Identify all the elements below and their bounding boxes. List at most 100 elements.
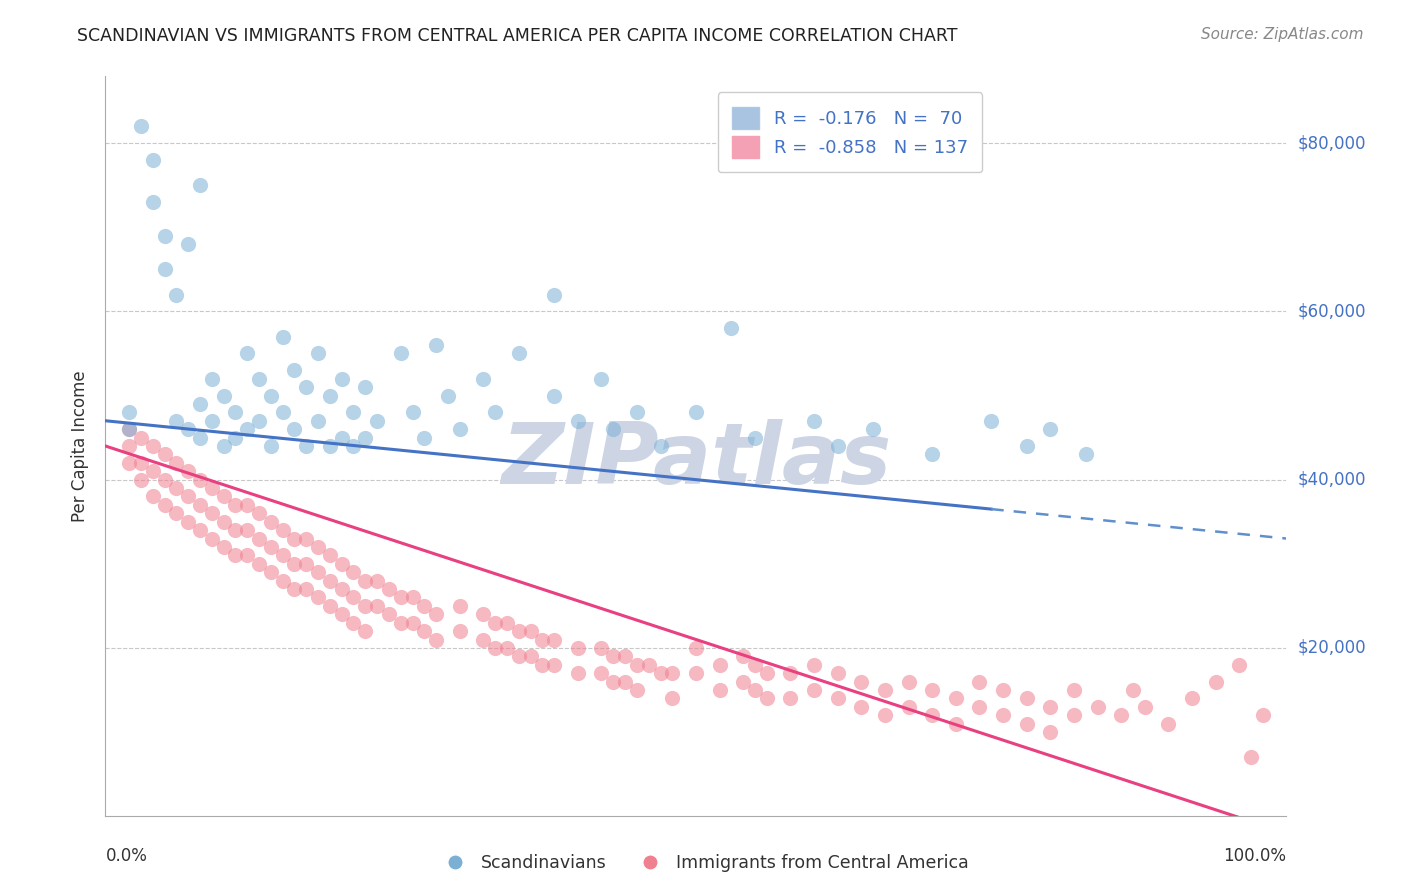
Point: [366, 414, 388, 428]
Point: [685, 640, 707, 655]
Point: [401, 615, 423, 630]
Point: [827, 691, 849, 706]
Point: [1074, 447, 1097, 461]
Point: [614, 674, 637, 689]
Point: [188, 498, 211, 512]
Point: [260, 515, 283, 529]
Point: [1063, 683, 1085, 698]
Point: [413, 624, 436, 639]
Point: [969, 699, 991, 714]
Point: [661, 666, 683, 681]
Point: [602, 649, 624, 664]
Point: [236, 549, 259, 563]
Point: [366, 599, 388, 613]
Point: [153, 262, 176, 277]
Point: [508, 649, 530, 664]
Point: [1087, 699, 1109, 714]
Point: [271, 574, 294, 588]
Point: [224, 431, 246, 445]
Point: [247, 414, 270, 428]
Point: [873, 683, 896, 698]
Point: [153, 447, 176, 461]
Point: [591, 372, 613, 386]
Point: [212, 540, 235, 554]
Point: [165, 506, 187, 520]
Point: [531, 657, 554, 672]
Point: [354, 599, 377, 613]
Point: [614, 649, 637, 664]
Point: [118, 422, 141, 436]
Point: [319, 599, 342, 613]
Point: [177, 490, 200, 504]
Point: [803, 414, 825, 428]
Point: [543, 657, 565, 672]
Text: $20,000: $20,000: [1298, 639, 1367, 657]
Point: [188, 523, 211, 537]
Point: [827, 666, 849, 681]
Point: [591, 666, 613, 681]
Point: [733, 649, 755, 664]
Point: [449, 624, 471, 639]
Point: [637, 657, 659, 672]
Point: [401, 591, 423, 605]
Point: [484, 405, 506, 419]
Point: [543, 632, 565, 647]
Point: [991, 683, 1014, 698]
Point: [330, 372, 353, 386]
Point: [508, 346, 530, 360]
Point: [118, 422, 141, 436]
Point: [389, 615, 412, 630]
Point: [1122, 683, 1144, 698]
Point: [873, 708, 896, 723]
Point: [851, 699, 873, 714]
Point: [733, 674, 755, 689]
Point: [1039, 699, 1062, 714]
Text: 0.0%: 0.0%: [105, 847, 148, 864]
Point: [247, 372, 270, 386]
Point: [1181, 691, 1204, 706]
Point: [224, 523, 246, 537]
Point: [330, 557, 353, 571]
Point: [224, 549, 246, 563]
Point: [720, 321, 742, 335]
Point: [177, 515, 200, 529]
Point: [851, 674, 873, 689]
Point: [1133, 699, 1156, 714]
Point: [1205, 674, 1227, 689]
Point: [153, 473, 176, 487]
Point: [142, 490, 165, 504]
Point: [201, 414, 224, 428]
Point: [354, 574, 377, 588]
Point: [212, 439, 235, 453]
Point: [260, 388, 283, 402]
Point: [295, 439, 318, 453]
Point: [519, 624, 541, 639]
Point: [897, 674, 920, 689]
Point: [142, 439, 165, 453]
Point: [921, 447, 943, 461]
Point: [354, 624, 377, 639]
Text: $60,000: $60,000: [1298, 302, 1367, 320]
Point: [295, 582, 318, 596]
Point: [650, 439, 672, 453]
Point: [744, 683, 766, 698]
Point: [437, 388, 460, 402]
Text: $80,000: $80,000: [1298, 134, 1367, 153]
Point: [236, 346, 259, 360]
Point: [484, 640, 506, 655]
Point: [425, 632, 447, 647]
Point: [626, 683, 648, 698]
Point: [425, 338, 447, 352]
Point: [508, 624, 530, 639]
Point: [354, 380, 377, 394]
Point: [307, 414, 329, 428]
Point: [224, 498, 246, 512]
Point: [153, 498, 176, 512]
Point: [247, 557, 270, 571]
Point: [295, 532, 318, 546]
Point: [201, 532, 224, 546]
Point: [283, 557, 305, 571]
Point: [602, 674, 624, 689]
Point: [129, 473, 152, 487]
Point: [862, 422, 884, 436]
